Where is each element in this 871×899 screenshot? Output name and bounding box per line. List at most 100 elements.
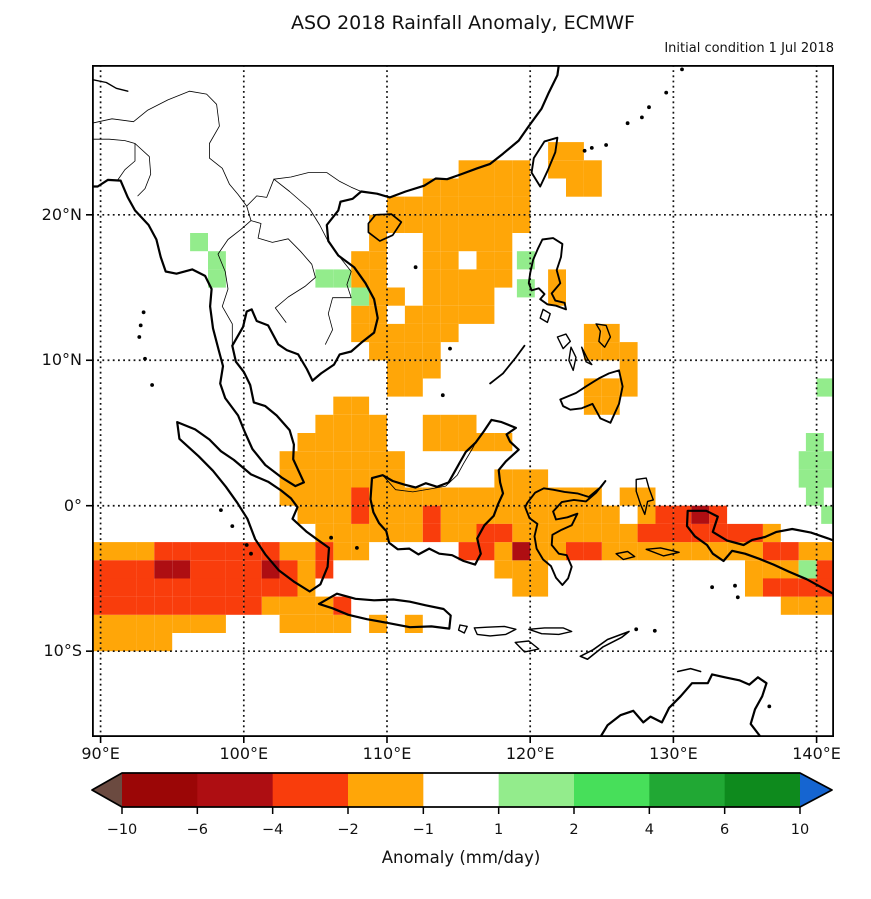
anomaly-cell [805, 487, 824, 506]
island-dot [735, 595, 740, 600]
anomaly-cell [673, 542, 692, 561]
anomaly-cell [387, 451, 405, 470]
coastline [539, 308, 551, 324]
colorbar-segment [348, 773, 424, 807]
coastline [473, 625, 517, 637]
colorbar-segment [272, 773, 349, 807]
island-dot [664, 90, 669, 95]
island-dot [640, 115, 644, 120]
anomaly-cell [440, 523, 459, 543]
island-dot [652, 628, 657, 633]
anomaly-cell [458, 214, 477, 233]
anomaly-cell [494, 214, 513, 233]
anomaly-cell [458, 414, 477, 433]
island-dot [141, 310, 146, 315]
anomaly-cell [279, 614, 298, 633]
x-tick-label: 100°E [219, 744, 269, 763]
anomaly-cell [297, 560, 316, 579]
anomaly-cell [512, 578, 531, 597]
coastline [559, 369, 624, 424]
anomaly-cell [118, 560, 137, 579]
anomaly-cell [458, 269, 477, 288]
anomaly-cell [387, 487, 405, 506]
anomaly-cell [387, 360, 405, 379]
coastline [250, 220, 316, 323]
anomaly-cell [691, 542, 710, 561]
anomaly-cell [512, 487, 531, 506]
anomaly-cell [404, 342, 423, 361]
anomaly-cell [100, 633, 119, 652]
anomaly-cell [351, 251, 370, 270]
anomaly-cell [190, 542, 208, 561]
anomaly-cell [458, 487, 477, 506]
coastline [369, 418, 520, 566]
coastline [217, 220, 252, 345]
anomaly-cell [458, 233, 477, 252]
anomaly-cell [297, 487, 316, 506]
coastline [595, 323, 612, 348]
anomaly-cell [798, 560, 817, 579]
anomaly-cell [118, 578, 137, 597]
anomaly-cell [709, 542, 728, 561]
y-tick-label: 0° [63, 495, 82, 515]
anomaly-cell [351, 287, 370, 306]
island-dot [355, 546, 359, 550]
anomaly-cell [637, 542, 656, 561]
anomaly-cell [333, 451, 352, 470]
anomaly-cell [172, 560, 191, 579]
anomaly-cell [637, 523, 656, 543]
anomaly-cell [566, 160, 584, 179]
coastline [92, 78, 129, 92]
anomaly-cell [243, 542, 262, 561]
anomaly-cell [172, 542, 191, 561]
colorbar-tick-label: 1 [494, 822, 503, 838]
coastline [676, 667, 702, 673]
anomaly-cell [476, 287, 495, 306]
anomaly-cell [601, 505, 620, 524]
anomaly-cell [476, 305, 495, 324]
anomaly-cells-layer [92, 142, 834, 652]
anomaly-cell [548, 142, 566, 161]
anomaly-cell [243, 560, 262, 579]
island-dot [733, 583, 737, 588]
anomaly-cell [494, 160, 513, 179]
anomaly-cell [136, 578, 155, 597]
anomaly-cell [315, 451, 334, 470]
colorbar-tick-label: 10 [791, 822, 809, 838]
axis-ticks [86, 214, 818, 743]
anomaly-cell [190, 578, 208, 597]
anomaly-cell [92, 614, 101, 633]
anomaly-cell [583, 505, 602, 524]
colorbar-segment [423, 773, 500, 807]
anomaly-cell [583, 178, 602, 197]
anomaly-cell [208, 251, 226, 270]
anomaly-cell [369, 251, 387, 270]
colorbar-segment [197, 773, 274, 807]
anomaly-cell [816, 451, 834, 470]
island-dot [150, 383, 154, 387]
anomaly-cell [369, 523, 387, 543]
anomaly-cell [100, 614, 119, 633]
anomaly-cell [798, 451, 817, 470]
island-dot [647, 105, 651, 110]
anomaly-cell [816, 542, 834, 561]
anomaly-cell [637, 505, 656, 524]
anomaly-cell [172, 596, 191, 615]
anomaly-cell [494, 178, 513, 197]
anomaly-cell [476, 505, 495, 524]
coastline [524, 480, 607, 586]
anomaly-cell [440, 233, 459, 252]
anomaly-cell [333, 523, 352, 543]
anomaly-cell [315, 505, 334, 524]
anomaly-cell [172, 614, 191, 633]
anomaly-cell [190, 614, 208, 633]
anomaly-cell [279, 542, 298, 561]
anomaly-cell [369, 469, 387, 488]
coastline [528, 627, 573, 636]
anomaly-cell [548, 269, 566, 288]
anomaly-cell [458, 542, 477, 561]
anomaly-cell [566, 487, 584, 506]
anomaly-cell [404, 378, 423, 397]
anomaly-cell [476, 433, 495, 452]
colorbar-segment [498, 773, 575, 807]
